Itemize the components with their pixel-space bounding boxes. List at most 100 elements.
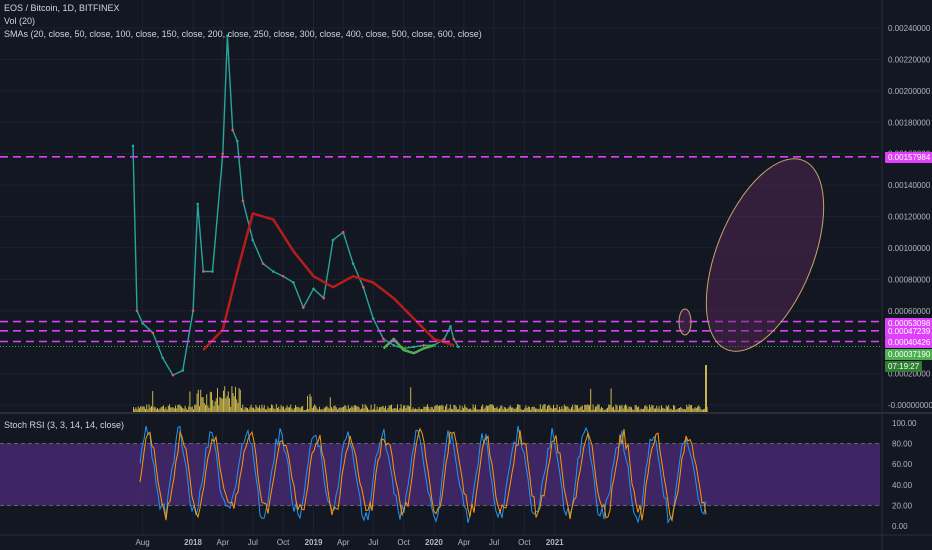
volume-bar [256, 406, 258, 412]
volume-bar [694, 407, 696, 412]
volume-bar [563, 404, 565, 412]
volume-bar [164, 409, 166, 412]
volume-bar [439, 405, 440, 412]
price-point [442, 337, 446, 341]
x-tick-label: Apr [337, 538, 350, 547]
price-point [235, 139, 239, 143]
volume-bar [280, 405, 282, 412]
price-point [226, 34, 229, 38]
projection-ellipse[interactable] [682, 142, 847, 367]
volume-bar [593, 409, 595, 412]
volume-bar [634, 405, 636, 412]
volume-bar [502, 409, 504, 412]
volume-bar [299, 408, 301, 412]
volume-bar [163, 405, 164, 412]
volume-bar [344, 405, 346, 412]
volume-bar [680, 406, 682, 412]
volume-bar [663, 408, 665, 412]
volume-legend: Vol (20) [4, 16, 36, 26]
volume-bar [657, 408, 659, 412]
volume-bar [203, 402, 205, 412]
volume-bar [160, 407, 162, 412]
volume-bar [633, 409, 635, 412]
volume-bar [331, 407, 332, 412]
volume-bar [571, 407, 572, 412]
volume-bar [579, 407, 581, 412]
volume-bar [319, 406, 320, 412]
volume-bar [446, 404, 448, 412]
volume-bar [470, 408, 472, 412]
volume-bar [583, 409, 584, 412]
volume-bar [460, 409, 462, 412]
volume-bar [244, 407, 246, 412]
volume-bar [247, 408, 248, 412]
price-point [135, 309, 139, 313]
volume-bar [490, 404, 492, 412]
volume-bar [334, 405, 336, 412]
volume-bar [140, 406, 142, 412]
volume-bar [226, 395, 228, 412]
volume-bar [335, 407, 337, 412]
volume-bar [268, 408, 270, 412]
volume-bar [689, 405, 691, 412]
volume-bar [218, 405, 220, 412]
y-tick-label: 0.00180000 [888, 118, 931, 127]
volume-bar [283, 406, 284, 412]
volume-bar [386, 409, 388, 412]
rsi-tick-label: 80.00 [892, 440, 913, 449]
volume-bar [272, 405, 274, 412]
volume-bar [430, 406, 432, 412]
volume-bar [559, 406, 560, 412]
volume-bar [489, 404, 491, 412]
highlight-circle[interactable] [678, 308, 692, 336]
volume-bar [193, 409, 194, 412]
volume-bar [449, 404, 451, 412]
volume-bar [532, 406, 534, 412]
volume-bar [506, 408, 508, 412]
volume-bar [340, 408, 342, 412]
volume-bar [471, 409, 473, 412]
volume-bar [166, 409, 168, 412]
volume-bar [333, 405, 335, 412]
volume-bar [637, 407, 638, 412]
volume-bar [592, 404, 594, 412]
x-tick-label: Oct [397, 538, 410, 547]
volume-bar [586, 404, 588, 412]
price-point [151, 331, 155, 335]
volume-bar [375, 409, 377, 412]
volume-bar [370, 404, 372, 412]
volume-bar [701, 409, 703, 412]
volume-bar [628, 406, 630, 412]
volume-bar [501, 405, 503, 412]
volume-bar [587, 404, 589, 412]
volume-bar [339, 407, 341, 412]
volume-bar [175, 405, 176, 412]
volume-bar [249, 407, 251, 412]
volume-bar [617, 409, 619, 412]
volume-bar [237, 402, 239, 412]
volume-bar [316, 408, 318, 412]
volume-bar [467, 409, 469, 412]
volume-bar [178, 404, 180, 412]
volume-bar [572, 404, 574, 412]
volume-bar [413, 409, 415, 412]
volume-bar [683, 408, 685, 412]
price-point [351, 262, 355, 265]
y-tick-label: 0.00020000 [888, 370, 931, 379]
volume-bar [524, 408, 526, 412]
volume-bar [620, 405, 622, 412]
volume-bar [353, 405, 355, 412]
volume-bar [681, 408, 683, 412]
volume-bar [269, 408, 271, 412]
volume-bar [423, 406, 425, 412]
volume-bar [638, 406, 640, 412]
price-point [382, 337, 385, 341]
volume-bar [591, 409, 593, 412]
volume-bar [670, 408, 672, 412]
volume-bar [507, 408, 509, 412]
volume-bar [417, 408, 419, 412]
volume-bar [613, 406, 614, 412]
volume-bar [284, 409, 286, 412]
volume-bar [635, 405, 637, 412]
